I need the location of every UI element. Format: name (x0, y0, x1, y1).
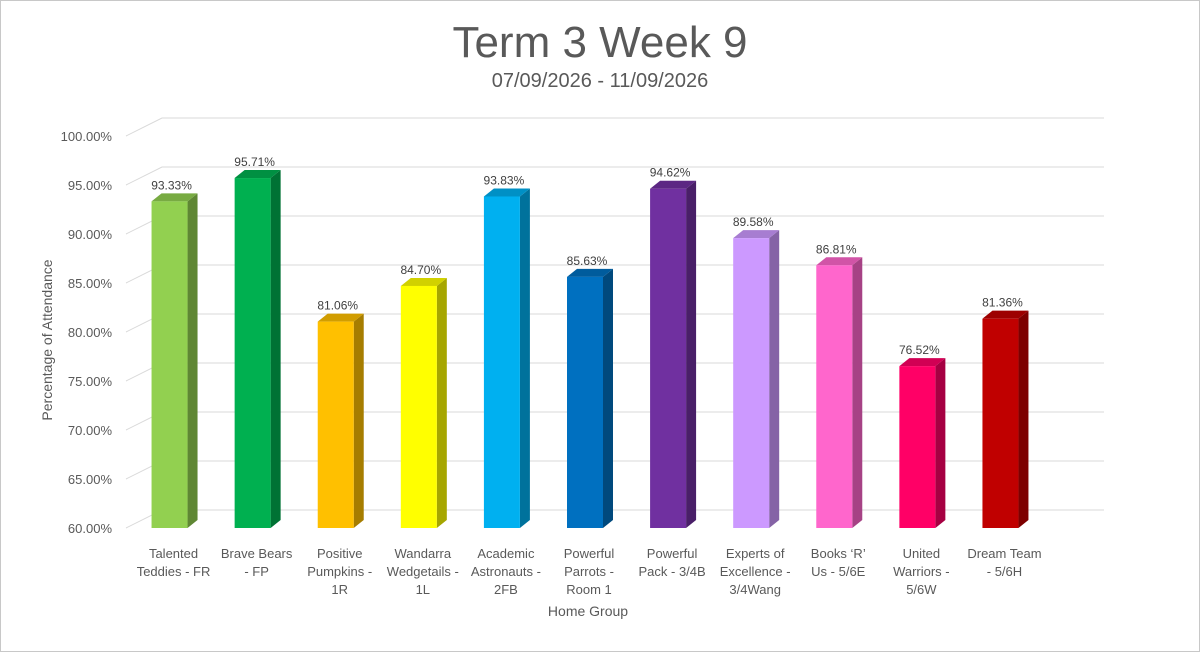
bar-front (317, 321, 354, 528)
data-label: 89.58% (733, 215, 774, 229)
x-category-label: Wandarra Wedgetails -1L (387, 546, 459, 597)
bar (483, 188, 530, 528)
bar-side (519, 188, 530, 528)
bar-top (151, 193, 198, 202)
bar-side (187, 193, 198, 528)
bar-side (436, 277, 447, 528)
bar-front (899, 366, 936, 528)
x-category-label: Brave Bears - FP (221, 546, 293, 579)
bar-side (686, 180, 697, 528)
y-tick-label: 70.00% (68, 423, 113, 438)
bar-top (234, 170, 281, 179)
y-tick-label: 90.00% (68, 227, 113, 242)
data-label: 84.70% (400, 263, 441, 277)
data-label: 85.63% (567, 254, 608, 268)
bar-front (816, 265, 853, 528)
bar-top (567, 268, 613, 277)
bar-top (483, 188, 530, 197)
x-axis-categories: Talented Teddies - FR Brave Bears - FP Posit… (137, 546, 1042, 597)
y-tick-label: 100.00% (61, 129, 113, 144)
bar (650, 180, 697, 528)
data-label: 81.06% (317, 299, 358, 313)
data-label: 81.36% (982, 296, 1023, 310)
bar-side (270, 170, 281, 529)
x-category-label: Experts of Excellence -3/4Wang (720, 546, 791, 597)
bar-front (650, 188, 687, 528)
data-label: 86.81% (816, 242, 857, 256)
bar-front (567, 276, 603, 528)
data-label: 76.52% (899, 343, 940, 357)
bar-top (816, 257, 863, 266)
bar (567, 268, 613, 528)
x-category-label: Academic Astronauts -2FB (471, 546, 541, 597)
bar-front (982, 318, 1019, 528)
y-axis-title: Percentage of Attendance (39, 259, 55, 420)
x-category-label: Dream Team - 5/6H (967, 546, 1041, 579)
bar (899, 358, 946, 528)
bar-front (151, 201, 188, 528)
data-label: 93.83% (484, 173, 525, 187)
bar-side (603, 268, 613, 528)
bar-side (353, 313, 364, 528)
x-category-label: Powerful Pack - 3/4B (638, 546, 705, 579)
chart-title: Term 3 Week 9 (452, 18, 748, 67)
bar (982, 310, 1029, 528)
bar-top (733, 230, 780, 239)
y-tick-label: 80.00% (68, 325, 113, 340)
bar-top (982, 310, 1029, 319)
gridline (125, 166, 1104, 186)
x-category-label: United Warriors -5/6W (893, 546, 950, 597)
y-tick-label: 75.00% (68, 374, 113, 389)
gridline (125, 117, 1104, 137)
bar-side (769, 230, 780, 528)
x-category-label: Powerful Parrots -Room 1 (564, 546, 615, 597)
bars: 93.33% 95.71% 81.06% 84.70% 93.83% 85.63% 94.6… (151, 155, 1029, 529)
data-label: 93.33% (151, 178, 192, 192)
y-tick-label: 60.00% (68, 521, 113, 536)
x-category-label: Talented Teddies - FR (137, 546, 211, 579)
bar (733, 230, 780, 528)
y-axis-ticks: 60.00% 65.00% 70.00% 75.00% 80.00% 85.00% 90.0… (61, 129, 113, 536)
bar-top (317, 313, 364, 322)
y-tick-label: 95.00% (68, 178, 113, 193)
data-label: 94.62% (650, 166, 691, 180)
chart-subtitle: 07/09/2026 - 11/09/2026 (491, 70, 709, 92)
x-category-label: Books ‘R’ Us - 5/6E (811, 546, 866, 579)
y-tick-label: 65.00% (68, 472, 113, 487)
bar (234, 170, 281, 529)
bar-top (400, 277, 447, 286)
bar-side (1018, 310, 1029, 528)
data-label: 95.71% (234, 155, 275, 169)
bar-top (899, 358, 946, 367)
bar (400, 277, 447, 528)
bar-side (852, 257, 863, 528)
bar (816, 257, 863, 528)
bar (151, 193, 198, 528)
x-axis-title: Home Group (548, 603, 628, 619)
bar-front (400, 285, 437, 528)
bar-top (650, 180, 697, 189)
bar-front (483, 196, 520, 528)
bar-front (234, 178, 271, 529)
x-category-label: Positive Pumpkins -1R (307, 546, 372, 597)
bar-side (935, 358, 946, 528)
y-tick-label: 85.00% (68, 276, 113, 291)
bar (317, 313, 364, 528)
bar-front (733, 238, 770, 528)
